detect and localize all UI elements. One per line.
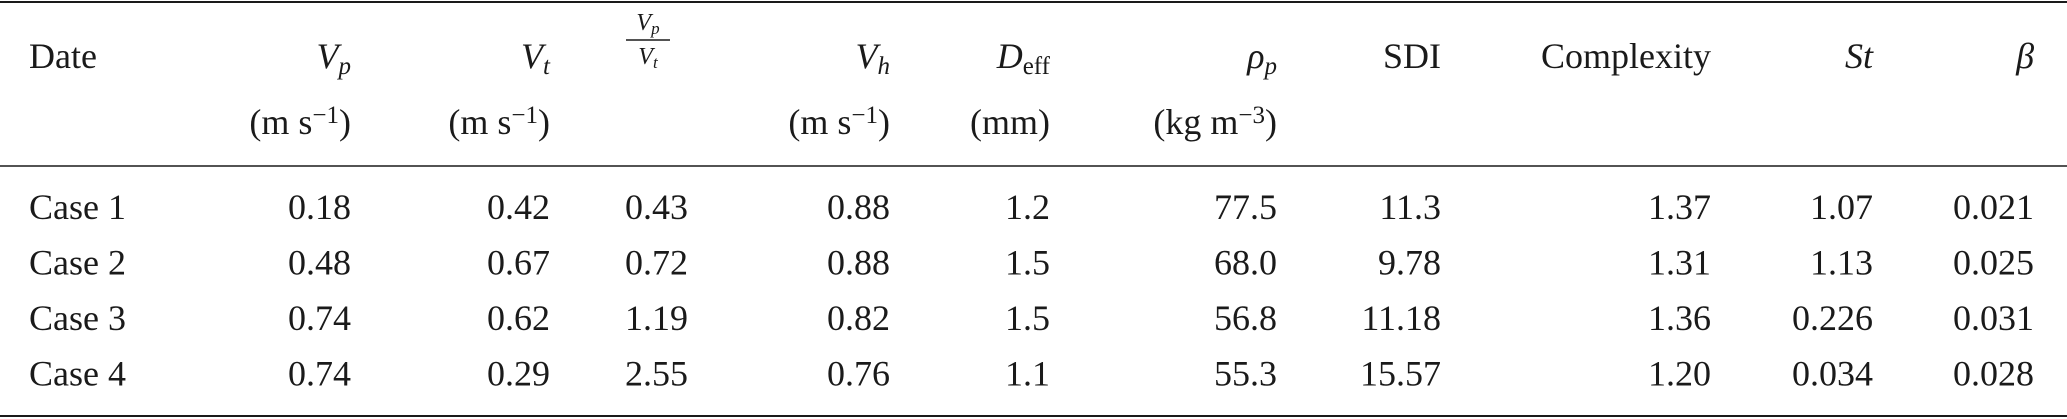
cell: 0.031 xyxy=(1953,298,2034,338)
header-cell: SDI xyxy=(1383,36,1441,76)
cell: 0.82 xyxy=(827,298,890,338)
header-symbol: St xyxy=(1845,36,1874,76)
cell: 1.07 xyxy=(1810,187,1873,227)
header-subscript: t xyxy=(543,53,551,80)
cell: 0.025 xyxy=(1953,243,2034,283)
cell: 1.5 xyxy=(1005,243,1050,283)
cell: 1.37 xyxy=(1648,187,1711,227)
cell: 11.3 xyxy=(1379,187,1441,227)
cell: 2.55 xyxy=(625,354,688,394)
header-unit: (m s−1) xyxy=(448,102,550,142)
cell: 1.2 xyxy=(1005,187,1050,227)
unit-text: (kg m xyxy=(1153,102,1238,142)
cell: 0.48 xyxy=(288,243,351,283)
cell: 11.18 xyxy=(1361,298,1441,338)
cell: 1.31 xyxy=(1648,243,1711,283)
row-label: Case 1 xyxy=(29,187,126,227)
cell: 0.43 xyxy=(625,187,688,227)
cell: 0.034 xyxy=(1792,354,1873,394)
header-cell: Vp xyxy=(317,36,352,80)
cell: 0.021 xyxy=(1953,187,2034,227)
header-symbol: ρ xyxy=(1246,36,1264,76)
unit-text: (m s xyxy=(249,102,312,142)
cell: 0.74 xyxy=(288,298,351,338)
header-symbol: V xyxy=(856,36,882,76)
header-symbol: Date xyxy=(29,36,97,76)
cell: 0.226 xyxy=(1792,298,1873,338)
header-numerator: Vp xyxy=(636,10,659,38)
unit-superscript: −3 xyxy=(1238,102,1265,129)
header-symbol: V xyxy=(636,10,653,36)
header-cell: ρp xyxy=(1246,36,1277,80)
cell: 9.78 xyxy=(1378,243,1441,283)
header-cell: Deff xyxy=(996,36,1051,80)
header-symbol: Complexity xyxy=(1541,36,1711,76)
header-subscript: eff xyxy=(1023,53,1051,80)
cell: 1.5 xyxy=(1005,298,1050,338)
cell: 0.74 xyxy=(288,354,351,394)
cell: 68.0 xyxy=(1214,243,1277,283)
cell: 56.8 xyxy=(1214,298,1277,338)
cell: 0.18 xyxy=(288,187,351,227)
cell: 0.028 xyxy=(1953,354,2034,394)
cell: 0.88 xyxy=(827,187,890,227)
header-subscript: p xyxy=(337,53,352,80)
cell: 1.13 xyxy=(1810,243,1873,283)
header-cell: Date xyxy=(29,36,97,76)
header-unit: (kg m−3) xyxy=(1153,102,1277,142)
unit-close: ) xyxy=(1265,102,1277,142)
cell: 1.19 xyxy=(625,298,688,338)
header-cell: Vt xyxy=(521,36,551,80)
header-subscript: p xyxy=(1263,53,1278,80)
header-subscript: t xyxy=(653,53,659,72)
unit-superscript: −1 xyxy=(851,102,878,129)
cell: 0.72 xyxy=(625,243,688,283)
cell: 0.88 xyxy=(827,243,890,283)
header-symbol: V xyxy=(638,44,655,70)
unit-text: (mm) xyxy=(970,102,1050,142)
header-symbol: D xyxy=(996,36,1023,76)
header-cell: St xyxy=(1845,36,1874,76)
header-symbol: SDI xyxy=(1383,36,1441,76)
unit-text: (m s xyxy=(448,102,511,142)
unit-close: ) xyxy=(538,102,550,142)
row-label: Case 2 xyxy=(29,243,126,283)
cell: 1.20 xyxy=(1648,354,1711,394)
header-symbol: V xyxy=(317,36,343,76)
cell: 15.57 xyxy=(1360,354,1441,394)
cell: 0.42 xyxy=(487,187,550,227)
cell: 55.3 xyxy=(1214,354,1277,394)
unit-superscript: −1 xyxy=(511,102,538,129)
row-label: Case 3 xyxy=(29,298,126,338)
cell: 0.67 xyxy=(487,243,550,283)
cell: 0.62 xyxy=(487,298,550,338)
unit-text: (m s xyxy=(788,102,851,142)
header-symbol: V xyxy=(521,36,547,76)
header-cell: β xyxy=(2015,36,2034,76)
cell: 1.36 xyxy=(1648,298,1711,338)
header-unit: (mm) xyxy=(970,102,1050,142)
header-subscript: h xyxy=(878,53,891,80)
unit-close: ) xyxy=(339,102,351,142)
header-symbol: β xyxy=(2015,36,2034,76)
header-unit: (m s−1) xyxy=(788,102,890,142)
header-cell: Complexity xyxy=(1541,36,1711,76)
header-cell: Vh xyxy=(856,36,891,80)
unit-close: ) xyxy=(878,102,890,142)
header-denominator: Vt xyxy=(638,44,659,72)
cell: 0.29 xyxy=(487,354,550,394)
unit-superscript: −1 xyxy=(312,102,339,129)
row-label: Case 4 xyxy=(29,354,126,394)
cell: 77.5 xyxy=(1214,187,1277,227)
cell: 0.76 xyxy=(827,354,890,394)
cell: 1.1 xyxy=(1005,354,1050,394)
header-subscript: p xyxy=(650,19,660,38)
header-unit: (m s−1) xyxy=(249,102,351,142)
